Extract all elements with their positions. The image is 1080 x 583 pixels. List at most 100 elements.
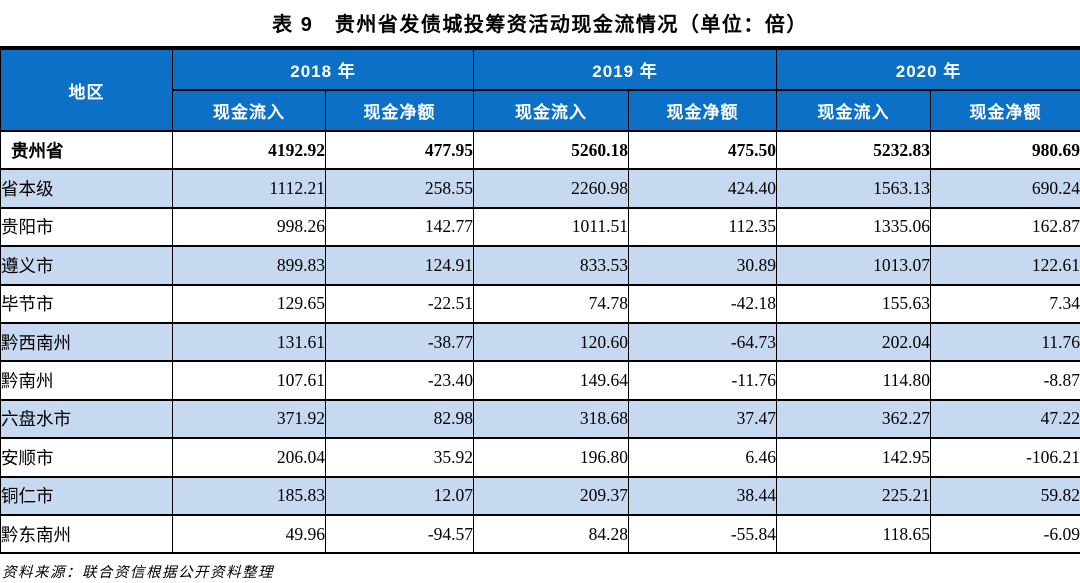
- header-cash-inflow-2018: 现金流入: [172, 89, 326, 132]
- table-title: 表 9 贵州省发债城投筹资活动现金流情况（单位：倍）: [272, 14, 808, 36]
- value-cell: 980.69: [930, 129, 1080, 171]
- value-cell: -11.76: [628, 360, 778, 401]
- region-cell: 黔西南州: [0, 321, 173, 363]
- value-cell: 112.35: [628, 206, 778, 248]
- value-cell: 833.53: [473, 245, 630, 286]
- value-cell: 318.68: [473, 398, 630, 440]
- value-cell: 196.80: [473, 437, 630, 478]
- header-net-cash-2018: 现金净额: [324, 89, 475, 132]
- value-cell: 4192.92: [172, 129, 326, 171]
- source-note: 资料来源：联合资信根据公开资料整理: [2, 565, 274, 582]
- header-net-cash-2020: 现金净额: [930, 89, 1080, 132]
- value-cell: 7.34: [930, 283, 1080, 324]
- value-cell: 30.89: [628, 245, 778, 286]
- value-cell: 899.83: [172, 245, 326, 286]
- value-cell: 12.07: [324, 475, 475, 516]
- value-cell: -22.51: [324, 283, 475, 324]
- region-cell: 黔东南州: [0, 513, 173, 555]
- value-cell: 1112.21: [172, 168, 326, 209]
- value-cell: 11.76: [930, 321, 1080, 363]
- value-cell: 258.55: [324, 168, 475, 209]
- value-cell: 129.65: [172, 283, 326, 324]
- value-cell: 998.26: [172, 206, 326, 248]
- value-cell: 162.87: [930, 206, 1080, 248]
- region-cell: 六盘水市: [0, 398, 173, 440]
- table-row: 六盘水市 371.92 82.98 318.68 37.47 362.27 47…: [0, 398, 1080, 440]
- table-row: 贵州省 4192.92 477.95 5260.18 475.50 5232.8…: [0, 129, 1080, 171]
- table-row: 安顺市 206.04 35.92 196.80 6.46 142.95 -106…: [0, 437, 1080, 478]
- value-cell: -94.57: [324, 513, 475, 555]
- value-cell: 209.37: [473, 475, 630, 516]
- value-cell: 424.40: [628, 168, 778, 209]
- value-cell: 5232.83: [776, 129, 932, 171]
- region-cell: 省本级: [0, 168, 173, 209]
- value-cell: 477.95: [324, 129, 475, 171]
- value-cell: 1563.13: [776, 168, 932, 209]
- value-cell: 37.47: [628, 398, 778, 440]
- region-cell: 贵州省: [0, 129, 173, 171]
- value-cell: -42.18: [628, 283, 778, 324]
- header-row-years: 地区 2018 年 2019 年 2020 年: [0, 47, 1080, 132]
- value-cell: 49.96: [172, 513, 326, 555]
- value-cell: 122.61: [930, 245, 1080, 286]
- region-cell: 遵义市: [0, 245, 173, 286]
- value-cell: 6.46: [628, 437, 778, 478]
- value-cell: 362.27: [776, 398, 932, 440]
- region-cell: 安顺市: [0, 437, 173, 478]
- value-cell: 35.92: [324, 437, 475, 478]
- value-cell: 114.80: [776, 360, 932, 401]
- region-cell: 贵阳市: [0, 206, 173, 248]
- table-row: 黔东南州 49.96 -94.57 84.28 -55.84 118.65 -6…: [0, 513, 1080, 555]
- value-cell: 690.24: [930, 168, 1080, 209]
- value-cell: 1013.07: [776, 245, 932, 286]
- value-cell: -6.09: [930, 513, 1080, 555]
- table-row: 毕节市 129.65 -22.51 74.78 -42.18 155.63 7.…: [0, 283, 1080, 324]
- value-cell: 142.95: [776, 437, 932, 478]
- table-row: 铜仁市 185.83 12.07 209.37 38.44 225.21 59.…: [0, 475, 1080, 516]
- header-region: 地区: [0, 47, 173, 132]
- value-cell: -64.73: [628, 321, 778, 363]
- region-cell: 铜仁市: [0, 475, 173, 516]
- table-body: 贵州省 4192.92 477.95 5260.18 475.50 5232.8…: [0, 129, 1080, 555]
- header-cash-inflow-2019: 现金流入: [473, 89, 630, 132]
- value-cell: 202.04: [776, 321, 932, 363]
- region-cell: 黔南州: [0, 360, 173, 401]
- value-cell: 118.65: [776, 513, 932, 555]
- value-cell: 120.60: [473, 321, 630, 363]
- value-cell: 155.63: [776, 283, 932, 324]
- header-year-2018: 2018 年: [171, 47, 475, 91]
- value-cell: 1011.51: [473, 206, 630, 248]
- value-cell: 206.04: [172, 437, 326, 478]
- value-cell: 82.98: [324, 398, 475, 440]
- table-row: 贵阳市 998.26 142.77 1011.51 112.35 1335.06…: [0, 206, 1080, 248]
- value-cell: 475.50: [628, 129, 778, 171]
- value-cell: 47.22: [930, 398, 1080, 440]
- value-cell: 5260.18: [473, 129, 630, 171]
- value-cell: 371.92: [172, 398, 326, 440]
- value-cell: -106.21: [930, 437, 1080, 478]
- value-cell: 124.91: [324, 245, 475, 286]
- table-row: 黔南州 107.61 -23.40 149.64 -11.76 114.80 -…: [0, 360, 1080, 401]
- value-cell: 1335.06: [776, 206, 932, 248]
- value-cell: 38.44: [628, 475, 778, 516]
- value-cell: 84.28: [473, 513, 630, 555]
- value-cell: 107.61: [172, 360, 326, 401]
- value-cell: 59.82: [930, 475, 1080, 516]
- value-cell: 131.61: [172, 321, 326, 363]
- header-net-cash-2019: 现金净额: [628, 89, 778, 132]
- value-cell: 149.64: [473, 360, 630, 401]
- header-cash-inflow-2020: 现金流入: [776, 89, 932, 132]
- value-cell: 185.83: [172, 475, 326, 516]
- table-row: 遵义市 899.83 124.91 833.53 30.89 1013.07 1…: [0, 245, 1080, 286]
- cashflow-table: 地区 2018 年 2019 年 2020 年 现金流入 现金净额 现金流入 现…: [0, 46, 1080, 555]
- region-cell: 毕节市: [0, 283, 173, 324]
- header-year-2019: 2019 年: [473, 47, 778, 91]
- value-cell: 225.21: [776, 475, 932, 516]
- value-cell: 2260.98: [473, 168, 630, 209]
- table-row: 黔西南州 131.61 -38.77 120.60 -64.73 202.04 …: [0, 321, 1080, 363]
- value-cell: 142.77: [324, 206, 475, 248]
- value-cell: -38.77: [324, 321, 475, 363]
- table-header: 地区 2018 年 2019 年 2020 年 现金流入 现金净额 现金流入 现…: [0, 47, 1080, 132]
- header-row-subcols: 现金流入 现金净额 现金流入 现金净额 现金流入 现金净额: [1, 89, 1080, 132]
